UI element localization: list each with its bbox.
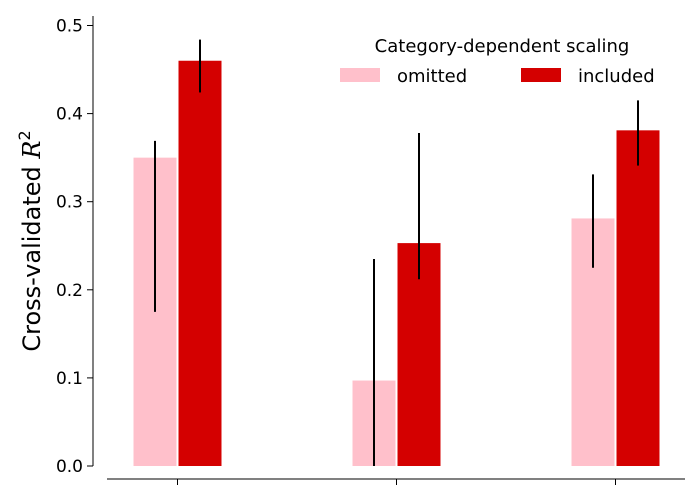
y-axis-label: Cross-validated R2 — [15, 130, 46, 351]
y-tick-label: 0.2 — [56, 281, 83, 301]
y-ticks: 0.0 0.1 0.2 0.3 0.4 0.5 — [56, 17, 93, 477]
legend-swatch-included — [521, 68, 561, 82]
error-bars-layer — [154, 39, 639, 466]
y-tick-label: 0.5 — [56, 17, 83, 37]
y-tick-label: 0.1 — [56, 369, 83, 389]
legend-title: Category-dependent scaling — [375, 36, 630, 57]
y-tick-label: 0.4 — [56, 105, 83, 125]
legend-label-omitted: omitted — [397, 66, 467, 87]
legend-swatch-omitted — [340, 68, 380, 82]
y-tick-label: 0.3 — [56, 193, 83, 213]
legend: Category-dependent scaling omitted inclu… — [340, 36, 655, 87]
bar-included-3 — [616, 130, 660, 467]
x-ticks — [177, 479, 616, 485]
y-axis-label-superscript: 2 — [15, 130, 34, 140]
y-axis-label-prefix: Cross-validated — [18, 159, 46, 352]
y-tick-label: 0.0 — [56, 457, 83, 477]
bars-layer — [133, 60, 660, 467]
y-axis-label-symbol: R — [18, 141, 46, 160]
legend-label-included: included — [578, 66, 655, 87]
bar-included-2 — [397, 243, 441, 466]
bar-included-1 — [178, 60, 222, 467]
